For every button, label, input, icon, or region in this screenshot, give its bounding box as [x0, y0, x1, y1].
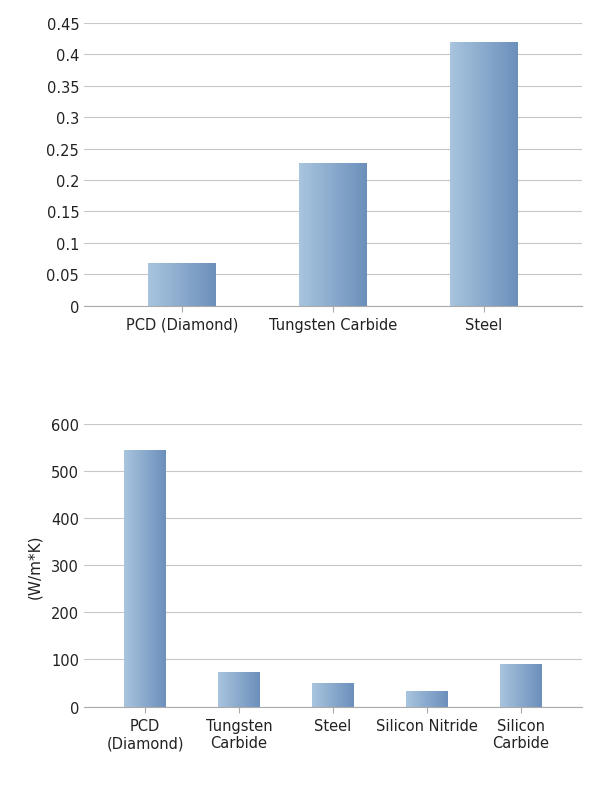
Y-axis label: (W/m*K): (W/m*K)	[28, 533, 43, 597]
